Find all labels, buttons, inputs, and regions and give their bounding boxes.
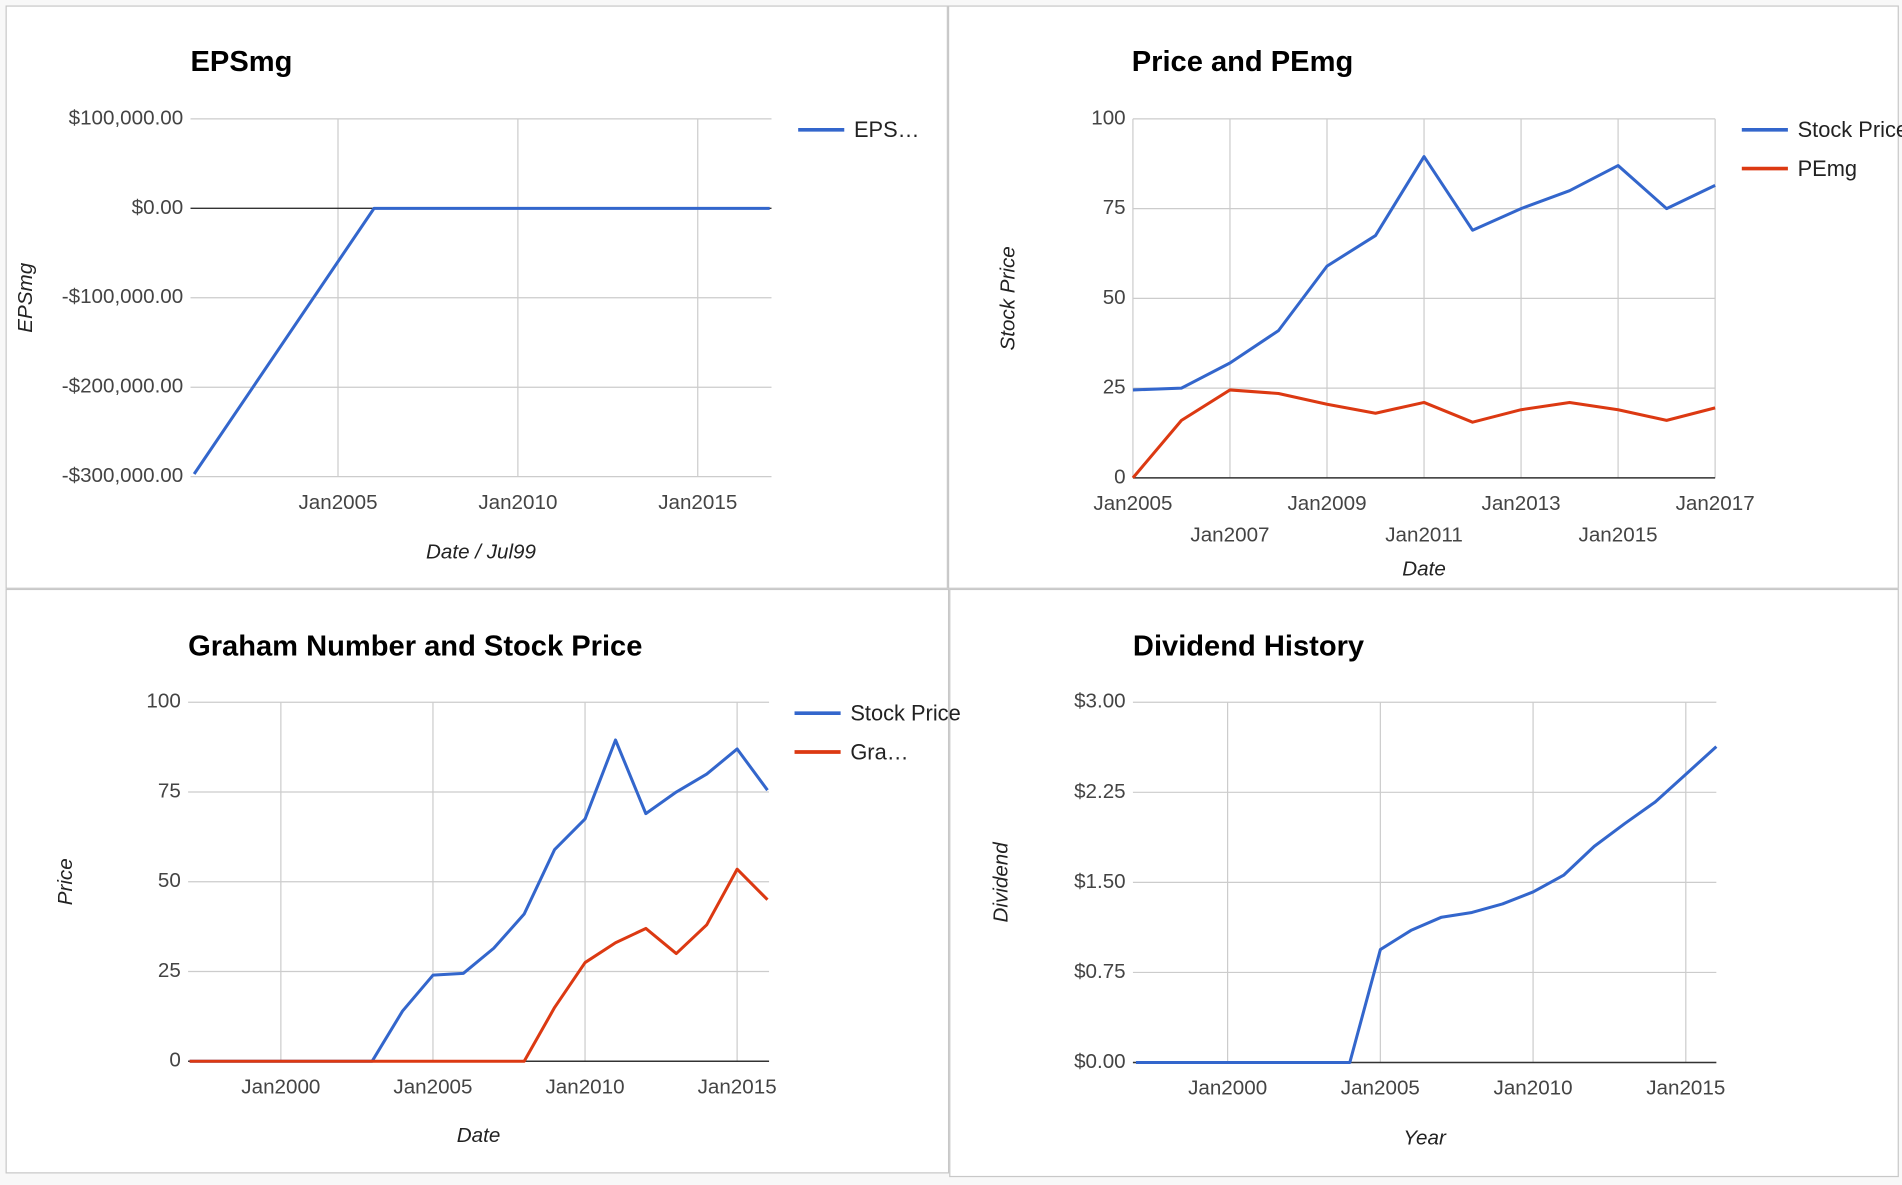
- chart-title: Price and PEmg: [1132, 46, 1354, 78]
- y-axis-title: Price: [54, 858, 77, 905]
- legend-item: Stock Price: [1797, 117, 1902, 142]
- x-tick-label: Jan2009: [1287, 492, 1366, 515]
- y-tick-label: $1.50: [1074, 870, 1126, 893]
- y-tick-label: $2.25: [1074, 780, 1126, 803]
- x-tick-label: Jan2000: [241, 1075, 320, 1098]
- y-tick-label: 25: [1103, 376, 1126, 399]
- x-tick-label: Jan2011: [1385, 524, 1463, 547]
- x-tick-label: Jan2010: [1494, 1077, 1573, 1100]
- y-tick-label: 0: [1114, 465, 1125, 488]
- y-tick-label: 0: [169, 1049, 180, 1072]
- y-axis-title: EPSmg: [14, 262, 37, 332]
- x-axis-title: Year: [1403, 1126, 1447, 1149]
- y-tick-label: 100: [146, 690, 180, 713]
- legend-label: PEmg: [1797, 156, 1858, 181]
- legend-item: EPS…: [853, 117, 920, 142]
- x-axis-title: Date: [1402, 557, 1446, 580]
- y-tick-label: 100: [1091, 106, 1125, 129]
- x-tick-label: Jan2007: [1190, 524, 1269, 547]
- y-tick-label: 50: [158, 869, 181, 892]
- x-tick-label: Jan2017: [1676, 492, 1755, 515]
- x-tick-label: Jan2005: [298, 491, 377, 514]
- series-line: [192, 206, 770, 475]
- legend-label: Gra…: [850, 739, 909, 765]
- x-tick-label: Jan2005: [1341, 1077, 1420, 1100]
- legend-label: EPS…: [853, 117, 920, 142]
- chart-title: EPSmg: [191, 46, 293, 78]
- x-tick-label: Jan2005: [1093, 492, 1172, 515]
- series-line: [1135, 745, 1718, 1065]
- chart-title: Dividend History: [1133, 630, 1365, 662]
- x-tick-label: Jan2015: [1579, 524, 1658, 547]
- y-axis-title: Dividend: [989, 842, 1012, 923]
- x-tick-label: Jan2005: [393, 1075, 472, 1098]
- y-axis-title: Stock Price: [997, 246, 1020, 350]
- y-tick-label: 25: [158, 959, 181, 982]
- y-tick-label: $0.00: [132, 196, 184, 219]
- y-tick-label: 50: [1103, 286, 1126, 309]
- legend-label: Stock Price: [850, 701, 961, 726]
- y-tick-label: $100,000.00: [69, 106, 184, 129]
- y-tick-label: 75: [158, 779, 181, 802]
- legend-item: Gra…: [850, 739, 909, 765]
- x-tick-label: Jan2015: [698, 1075, 777, 1098]
- x-tick-label: Jan2013: [1482, 492, 1561, 515]
- legend-item: Stock Price: [850, 701, 961, 726]
- series-line: [189, 867, 769, 1063]
- legend-label: Stock Price: [1797, 117, 1902, 142]
- x-axis-title: Date: [457, 1124, 501, 1147]
- x-axis-title: Date / Jul99: [426, 541, 537, 564]
- y-tick-label: $0.75: [1074, 960, 1126, 983]
- x-tick-label: Jan2010: [478, 491, 557, 514]
- y-tick-label: -$200,000.00: [62, 375, 183, 398]
- x-tick-label: Jan2010: [545, 1075, 624, 1098]
- x-tick-label: Jan2015: [658, 491, 737, 514]
- series-line: [1131, 388, 1716, 479]
- y-tick-label: -$100,000.00: [62, 285, 183, 308]
- chart-title: Graham Number and Stock Price: [188, 630, 642, 662]
- legend-item: PEmg: [1797, 156, 1858, 181]
- y-tick-label: -$300,000.00: [62, 464, 183, 487]
- y-tick-label: $3.00: [1074, 690, 1126, 713]
- y-tick-label: $0.00: [1074, 1050, 1126, 1073]
- series-line: [1132, 155, 1716, 392]
- x-tick-label: Jan2000: [1188, 1077, 1267, 1100]
- y-tick-label: 75: [1103, 196, 1126, 219]
- x-tick-label: Jan2015: [1646, 1077, 1725, 1100]
